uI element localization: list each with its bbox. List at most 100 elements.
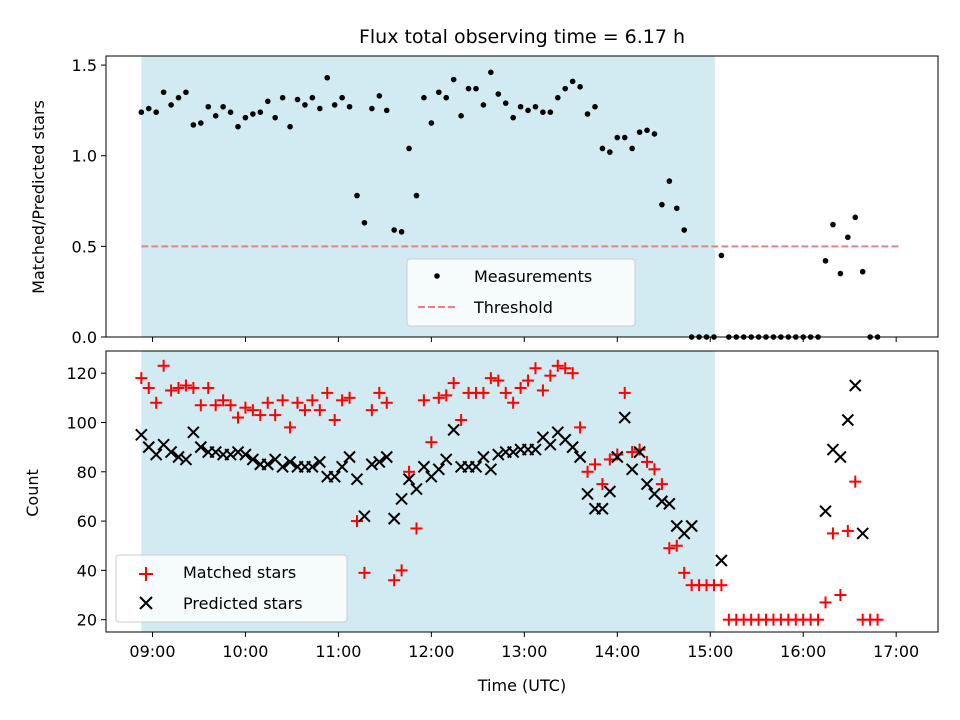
measurement-point [272,114,278,121]
predicted-star-point [224,448,237,461]
matched-star-point [261,396,274,409]
predicted-star-point [655,495,669,508]
top-panel: 0.0 0.5 1.0 1.5 Matched/Predicted stars Mea… [29,55,939,347]
bottom-y-tick-label: 40 [77,561,97,580]
x-tick-label: 10:00 [222,642,268,661]
measurement-point [220,103,226,110]
predicted-star-point [373,455,386,469]
predicted-star-point [440,453,453,466]
measurement-point [614,134,621,141]
top-y-tick-label: 0.0 [72,328,97,347]
measurement-point [458,113,464,119]
measurement-point [473,85,479,92]
predicted-star-point [306,460,319,474]
top-y-axis-label: Matched/Predicted stars [29,100,48,294]
matched-star-point [536,384,549,397]
bottom-y-ticks: 20 40 60 80 100 120 [66,364,106,630]
matched-star-point [187,381,200,394]
measurement-point [383,107,390,114]
bottom-x-ticks: 09:00 10:00 11:00 12:00 13:00 14:00 15:00 16:00… [129,632,919,661]
predicted-star-point [715,554,728,567]
legend-label-predicted: Predicted stars [183,594,303,613]
matched-star-point [826,527,839,540]
measurement-point [376,93,383,99]
bottom-y-tick-label: 100 [66,413,97,432]
predicted-star-point [841,413,855,427]
x-tick-label: 16:00 [780,642,826,661]
measurement-point [480,102,487,108]
x-tick-label: 11:00 [315,642,361,661]
measurement-point [369,105,375,112]
measurement-point [324,74,331,81]
matched-star-point [871,613,884,626]
matched-star-point [410,522,423,535]
predicted-star-point [239,448,252,461]
matched-star-point [150,396,163,409]
bottom-axes-frame [105,350,939,633]
measurement-point [517,103,524,110]
predicted-star-point [819,505,832,518]
matched-star-point [373,386,386,399]
measurement-point [168,102,174,108]
legend-marker-measurements [434,273,440,279]
matched-star-point [425,436,438,449]
measurement-point [406,145,412,152]
predicted-star-point [856,527,869,540]
predicted-star-point [328,470,341,483]
measurement-point [465,85,472,92]
matched-star-point [834,589,847,602]
bottom-legend-box [115,554,348,623]
top-legend: Measurements Threshold [406,258,636,327]
matched-star-point [165,384,178,397]
predicted-star-point [849,379,862,392]
measurement-point [495,91,502,97]
measurement-point [339,94,345,101]
matched-star-point [202,381,215,394]
measurement-point [413,192,420,199]
x-tick-label: 09:00 [129,642,175,661]
matched-star-point [648,463,661,476]
predicted-star-point [231,445,245,459]
predicted-star-point [618,411,631,424]
matched-star-point [284,421,297,434]
matched-star-point [596,478,609,491]
matched-star-point [574,421,587,434]
predicted-star-point [477,450,490,464]
matched-star-point [559,362,572,375]
measurement-point [510,114,516,121]
bottom-y-axis-label: Count [23,469,42,517]
matched-star-point [581,465,594,478]
measurement-point [532,103,539,110]
top-x-ticks [151,337,897,342]
measurement-point [183,89,189,96]
predicted-star-point [194,440,208,454]
bottom-y-tick-label: 80 [77,463,97,482]
matched-star-point [477,386,490,399]
measurement-point [607,149,613,155]
matched-star-point [232,411,245,424]
measurement-point [250,111,256,117]
predicted-star-point [834,450,847,464]
measurement-point [636,129,643,135]
matched-star-point [566,367,579,380]
measurement-point [852,214,859,221]
matched-star-point [440,389,453,402]
measurement-point [584,111,591,117]
measurement-point [599,145,606,152]
matched-star-point [432,391,445,404]
matched-star-point [611,448,624,461]
measurement-point [257,109,264,115]
predicted-star-point [506,445,520,459]
x-tick-label: 12:00 [408,642,454,661]
matched-star-point [447,377,460,390]
measurement-point [198,120,204,126]
predicted-star-point [350,472,364,486]
matched-star-point [350,515,363,528]
predicted-star-point [380,450,393,464]
measurement-point [859,268,866,275]
matched-star-point [313,404,326,417]
predicted-star-point [484,463,498,476]
measurement-point [302,102,308,108]
measurement-point [279,94,286,101]
